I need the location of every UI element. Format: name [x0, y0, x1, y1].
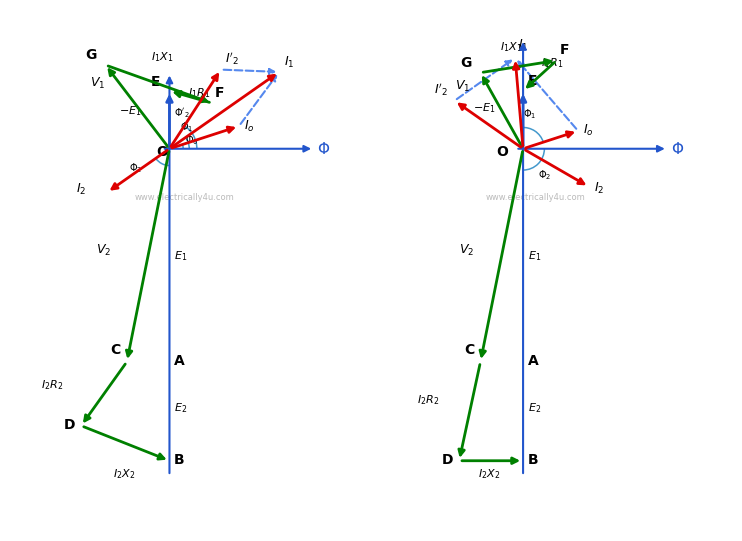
Text: $E_2$: $E_2$	[528, 401, 541, 415]
Text: $V_1$: $V_1$	[91, 76, 105, 91]
Text: E: E	[151, 75, 161, 89]
Text: D: D	[441, 453, 453, 467]
Text: $E_1$: $E_1$	[174, 249, 187, 263]
Text: $\Phi$: $\Phi$	[671, 141, 684, 157]
Text: www.electrically4u.com: www.electrically4u.com	[485, 193, 585, 202]
Text: O: O	[156, 146, 168, 160]
Text: $I_1R_1$: $I_1R_1$	[542, 56, 564, 70]
Text: $\Phi_2$: $\Phi_2$	[538, 168, 551, 182]
Text: $\Phi$: $\Phi$	[317, 141, 330, 157]
Text: $V_2$: $V_2$	[459, 243, 474, 258]
Text: A: A	[174, 354, 185, 368]
Text: $I_2R_2$: $I_2R_2$	[41, 379, 63, 392]
Text: $\Phi_1$: $\Phi_1$	[523, 108, 536, 121]
Text: B: B	[528, 453, 538, 467]
Text: G: G	[85, 48, 96, 62]
Text: $I_2X_2$: $I_2X_2$	[479, 467, 501, 480]
Text: $-E_1$: $-E_1$	[473, 102, 496, 115]
Text: www.electrically4u.com: www.electrically4u.com	[135, 193, 234, 202]
Text: $I_1X_1$: $I_1X_1$	[151, 50, 174, 63]
Text: D: D	[64, 418, 75, 432]
Text: $I_o$: $I_o$	[582, 123, 594, 138]
Text: F: F	[559, 43, 569, 57]
Text: $E_1$: $E_1$	[528, 249, 541, 263]
Text: $V_2$: $V_2$	[96, 243, 111, 258]
Text: G: G	[460, 56, 471, 70]
Text: C: C	[464, 343, 474, 357]
Text: $I_2R_2$: $I_2R_2$	[417, 394, 439, 407]
Text: $I_2$: $I_2$	[76, 182, 86, 197]
Text: $I_1$: $I_1$	[518, 38, 528, 53]
Text: $\Phi_2$: $\Phi_2$	[129, 161, 142, 175]
Text: $-E_1$: $-E_1$	[119, 104, 142, 118]
Text: B: B	[174, 453, 185, 467]
Text: $V_1$: $V_1$	[455, 79, 470, 94]
Text: F: F	[215, 86, 225, 100]
Text: $I_1$: $I_1$	[283, 55, 294, 70]
Text: $I'_2$: $I'_2$	[434, 81, 448, 98]
Text: $I_1X_1$: $I_1X_1$	[499, 41, 522, 55]
Text: E: E	[528, 74, 537, 88]
Text: C: C	[111, 343, 121, 357]
Text: $E_2$: $E_2$	[174, 401, 187, 415]
Text: $I_1R_1$: $I_1R_1$	[188, 86, 210, 100]
Text: $\Phi_0$: $\Phi_0$	[185, 134, 198, 147]
Text: $I_2$: $I_2$	[594, 181, 604, 196]
Text: $I_o$: $I_o$	[243, 118, 255, 134]
Text: $I_2X_2$: $I_2X_2$	[113, 467, 135, 480]
Text: A: A	[528, 354, 539, 368]
Text: O: O	[496, 146, 508, 160]
Text: $\Phi'_2$: $\Phi'_2$	[174, 106, 190, 120]
Text: $I'_2$: $I'_2$	[226, 50, 240, 67]
Text: $\Phi_1$: $\Phi_1$	[180, 120, 194, 134]
